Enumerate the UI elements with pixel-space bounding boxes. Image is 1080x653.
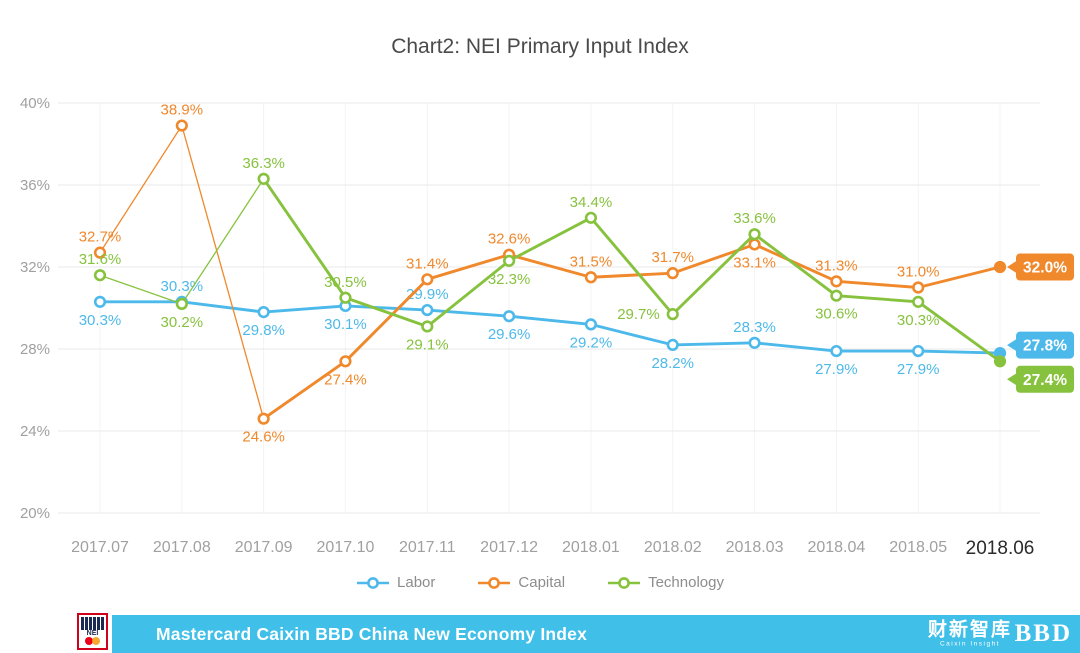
legend-label-labor: Labor [397, 574, 436, 591]
svg-text:2017.12: 2017.12 [480, 539, 538, 556]
svg-text:33.1%: 33.1% [733, 254, 776, 271]
svg-text:2018.06: 2018.06 [966, 538, 1035, 559]
legend: Labor Capital Technology [0, 574, 1080, 591]
nei-line-chart: 20%24%28%32%36%40%2017.07 2017.08 2017.09 2… [20, 95, 1075, 559]
y-axis-labels: 20% 24% 28% 32% 36% 40% [20, 95, 50, 522]
svg-text:31.4%: 31.4% [406, 255, 449, 272]
svg-text:36.3%: 36.3% [242, 155, 285, 172]
footer-title: Mastercard Caixin BBD China New Economy … [156, 623, 588, 644]
series-labor: 30.3%30.3%29.8% 30.1%29.9%29.6% 29.2%28.2%… [79, 278, 1007, 378]
svg-text:27.4%: 27.4% [324, 371, 367, 388]
svg-text:29.7%: 29.7% [617, 306, 660, 323]
svg-text:28.2%: 28.2% [651, 355, 694, 372]
svg-text:31.3%: 31.3% [815, 257, 858, 274]
nei-logo-text: NEI [86, 630, 99, 638]
bbd-logo: BBD [1014, 620, 1072, 647]
svg-text:30.5%: 30.5% [324, 274, 367, 291]
x-axis-labels: 2017.07 2017.08 2017.09 2017.10 2017.11 2017.… [71, 538, 1034, 559]
svg-text:2018.05: 2018.05 [889, 539, 947, 556]
legend-label-capital: Capital [518, 574, 566, 591]
caixin-insight-logo: 财新智库 Caixin Insight [928, 620, 1012, 648]
svg-text:40%: 40% [20, 95, 50, 112]
series-technology: 31.6% 30.2% 36.3% 30.5% 29.1% 32.3% 34.4% 29.7%… [79, 155, 1007, 368]
svg-text:30.3%: 30.3% [79, 312, 122, 329]
svg-text:2017.09: 2017.09 [235, 539, 293, 556]
svg-text:2018.01: 2018.01 [562, 539, 620, 556]
end-value-badges: 27.8% 32.0% 27.4% [1007, 253, 1075, 393]
svg-text:2018.03: 2018.03 [726, 539, 784, 556]
svg-text:28.3%: 28.3% [733, 319, 776, 336]
svg-text:30.6%: 30.6% [815, 306, 858, 323]
footer: Mastercard Caixin BBD China New Economy … [0, 612, 1080, 653]
legend-item-capital[interactable]: Capital [477, 574, 565, 591]
svg-text:31.5%: 31.5% [570, 253, 613, 270]
svg-text:32.0%: 32.0% [1023, 260, 1067, 277]
svg-text:27.9%: 27.9% [815, 361, 858, 378]
svg-text:31.6%: 31.6% [79, 251, 122, 268]
svg-text:27.4%: 27.4% [1023, 372, 1067, 389]
legend-item-labor[interactable]: Labor [356, 574, 435, 591]
caixin-logo-text: 财新智库 [927, 619, 1012, 641]
series-capital: 32.7% 38.9% 24.6% 27.4% 31.4% 32.6% 31.5% 31.7%… [79, 102, 1007, 446]
svg-text:31.7%: 31.7% [651, 249, 694, 266]
svg-text:2017.08: 2017.08 [153, 539, 211, 556]
svg-text:36%: 36% [20, 177, 50, 194]
nei-logo-flag [81, 617, 104, 631]
svg-text:2018.02: 2018.02 [644, 539, 702, 556]
svg-text:27.9%: 27.9% [897, 361, 940, 378]
svg-text:29.6%: 29.6% [488, 326, 531, 343]
svg-text:29.8%: 29.8% [242, 322, 285, 339]
svg-text:30.3%: 30.3% [897, 312, 940, 329]
svg-text:30.3%: 30.3% [161, 278, 204, 295]
svg-text:30.2%: 30.2% [161, 314, 204, 331]
nei-logo: NEI [77, 613, 108, 650]
svg-text:32.7%: 32.7% [79, 229, 122, 246]
svg-text:24.6%: 24.6% [242, 429, 285, 446]
svg-text:32.3%: 32.3% [488, 271, 531, 288]
capital-line-icon [478, 576, 511, 589]
svg-text:27.8%: 27.8% [1023, 338, 1067, 355]
labor-line-icon [357, 576, 390, 589]
svg-text:31.0%: 31.0% [897, 264, 940, 281]
svg-text:34.4%: 34.4% [570, 194, 613, 211]
svg-text:30.1%: 30.1% [324, 316, 367, 333]
svg-text:32%: 32% [20, 259, 50, 276]
svg-text:20%: 20% [20, 505, 50, 522]
legend-label-technology: Technology [648, 574, 724, 591]
mastercard-circles-icon [85, 637, 100, 646]
gridlines [58, 102, 1040, 514]
svg-text:2018.04: 2018.04 [807, 539, 865, 556]
svg-text:29.2%: 29.2% [570, 334, 613, 351]
caixin-logo-subtext: Caixin Insight [939, 640, 1000, 648]
svg-text:2017.07: 2017.07 [71, 539, 129, 556]
footer-bar: Mastercard Caixin BBD China New Economy … [112, 615, 1080, 653]
svg-text:2017.11: 2017.11 [399, 539, 456, 556]
svg-text:38.9%: 38.9% [161, 102, 204, 119]
legend-item-technology[interactable]: Technology [607, 574, 724, 591]
svg-text:24%: 24% [20, 423, 50, 440]
svg-text:28%: 28% [20, 341, 50, 358]
svg-text:32.6%: 32.6% [488, 231, 531, 248]
chart-title: Chart2: NEI Primary Input Index [391, 35, 689, 58]
svg-text:2017.10: 2017.10 [317, 539, 375, 556]
technology-line-icon [608, 576, 641, 589]
svg-text:33.6%: 33.6% [733, 210, 776, 227]
svg-text:29.1%: 29.1% [406, 336, 449, 353]
